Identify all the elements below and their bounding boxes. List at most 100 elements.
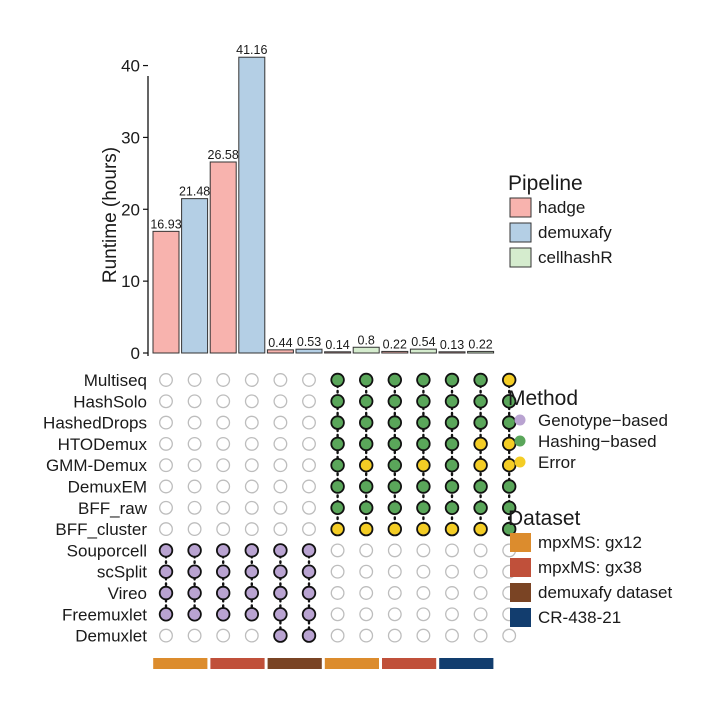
bar-demuxafy <box>295 348 323 354</box>
matrix-dot-empty <box>159 458 173 473</box>
bar-hadge <box>209 161 237 354</box>
matrix-dot-empty <box>216 458 231 473</box>
dataset-legend-swatch <box>510 558 531 577</box>
matrix-dot-filled <box>330 394 345 409</box>
matrix-dot-filled <box>187 607 202 622</box>
matrix-dot-empty <box>473 543 488 558</box>
matrix-dot-empty <box>387 607 402 622</box>
matrix-dot-empty <box>330 607 345 622</box>
matrix-dot-filled <box>301 564 317 579</box>
matrix-dot-empty <box>159 415 173 430</box>
matrix-dot-filled <box>359 415 374 430</box>
matrix-dot-empty <box>302 415 316 430</box>
matrix-dot-filled <box>473 436 488 452</box>
matrix-dot-filled <box>330 372 345 388</box>
matrix-dot-filled <box>444 436 460 452</box>
matrix-dot-empty <box>416 586 431 600</box>
matrix-dot-empty <box>416 607 431 622</box>
pipeline-legend-label: demuxafy <box>538 223 612 242</box>
matrix-dot-filled <box>502 436 517 452</box>
matrix-dot-empty <box>473 628 488 643</box>
matrix-dot-empty <box>387 543 402 558</box>
matrix-dot-empty <box>216 479 231 494</box>
method-dot-matrix: Multiseq HashSolo HashedDrops HTODemux GMM-D… <box>43 371 517 646</box>
matrix-dot-filled <box>215 543 231 558</box>
matrix-dot-empty <box>330 564 345 579</box>
matrix-dot-empty <box>302 479 316 494</box>
y-axis-title: Runtime (hours) <box>100 147 121 283</box>
matrix-dot-filled <box>416 394 431 409</box>
matrix-dot-empty <box>445 564 459 579</box>
matrix-dot-empty <box>302 394 316 409</box>
matrix-dot-filled <box>359 458 374 473</box>
dataset-legend-label: mpxMS: gx38 <box>538 558 642 577</box>
bar-hadge <box>152 230 180 354</box>
method-row-label: HashedDrops <box>43 414 147 433</box>
matrix-dot-empty <box>159 373 173 387</box>
dataset-legend-label: CR-438-21 <box>538 608 621 627</box>
matrix-dot-empty <box>359 564 374 579</box>
pipeline-legend-swatch <box>509 247 532 268</box>
matrix-dot-empty <box>159 436 173 451</box>
bar-value-label: 0.44 <box>268 336 292 350</box>
method-row-label: Multiseq <box>84 371 147 390</box>
matrix-dot-filled <box>444 372 460 388</box>
matrix-dot-filled <box>387 479 403 494</box>
matrix-dot-filled <box>416 415 431 430</box>
matrix-dot-filled <box>416 521 431 537</box>
matrix-dot-filled <box>416 436 431 452</box>
matrix-dot-empty <box>302 522 316 537</box>
dataset-legend-swatch <box>510 533 531 552</box>
dataset-strip-segment <box>382 658 437 669</box>
method-legend-dot <box>514 435 526 447</box>
matrix-dot-filled <box>444 521 460 537</box>
bar-value-label: 0.8 <box>358 333 375 347</box>
matrix-dot-empty <box>159 394 173 409</box>
bar-cellhashR <box>467 350 495 354</box>
matrix-dot-filled <box>273 543 288 558</box>
method-row-label: HashSolo <box>73 392 147 411</box>
matrix-dot-filled <box>502 372 517 388</box>
method-legend-label: Hashing−based <box>538 432 657 451</box>
matrix-dot-empty <box>273 500 288 515</box>
matrix-dot-empty <box>216 394 231 409</box>
bar-value-label: 41.16 <box>236 43 267 57</box>
bar-hadge <box>266 349 294 354</box>
matrix-dot-filled <box>330 458 345 473</box>
matrix-dot-filled <box>187 543 202 558</box>
matrix-dot-empty <box>359 543 374 558</box>
matrix-dot-filled <box>359 500 374 516</box>
matrix-dot-empty <box>273 458 288 473</box>
matrix-dot-filled <box>273 628 288 643</box>
dataset-strip-segment <box>324 658 379 669</box>
method-legend-label: Error <box>538 453 576 472</box>
method-legend-dot <box>514 414 526 426</box>
matrix-dot-filled <box>244 543 260 558</box>
matrix-dot-empty <box>273 373 288 387</box>
matrix-dot-filled <box>473 479 488 494</box>
dataset-color-strip <box>153 658 494 669</box>
matrix-dot-filled <box>387 521 403 537</box>
matrix-dot-empty <box>473 564 488 579</box>
dataset-legend-swatch <box>510 608 531 627</box>
method-row-label: BFF_cluster <box>55 520 147 539</box>
matrix-dot-empty <box>387 586 402 600</box>
matrix-dot-empty <box>187 373 202 387</box>
matrix-dot-empty <box>273 522 288 537</box>
matrix-dot-filled <box>359 521 374 537</box>
bar-value-label: 0.14 <box>325 338 349 352</box>
matrix-dot-empty <box>445 607 459 622</box>
matrix-dot-empty <box>302 436 316 451</box>
dataset-strip-segment <box>153 658 208 669</box>
matrix-dot-filled <box>444 394 460 409</box>
matrix-dot-filled <box>416 458 431 473</box>
matrix-dot-filled <box>215 585 231 601</box>
method-row-label: Vireo <box>108 584 147 603</box>
y-tick-label: 0 <box>131 344 140 363</box>
matrix-dot-empty <box>302 458 316 473</box>
matrix-dot-filled <box>502 394 517 409</box>
matrix-dot-filled <box>244 607 260 622</box>
bars: 16.93 21.48 26.58 41.16 0.44 0.53 0.14 0.8 0.22 0… <box>150 43 495 354</box>
matrix-dot-empty <box>216 415 231 430</box>
matrix-dot-empty <box>159 522 173 537</box>
